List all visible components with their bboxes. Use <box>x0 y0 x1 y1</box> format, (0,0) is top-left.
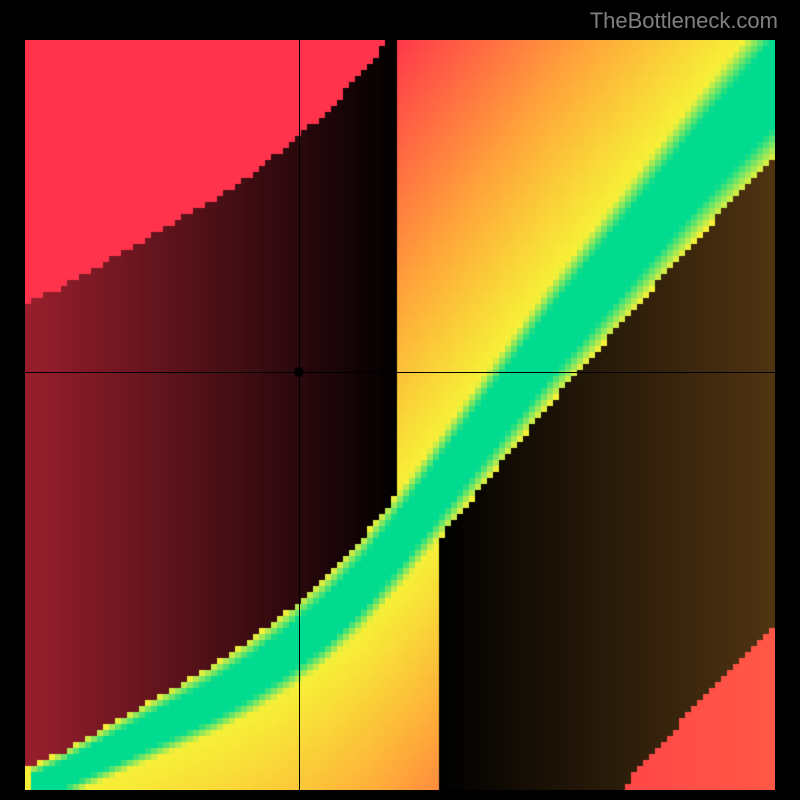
crosshair-horizontal <box>25 372 775 373</box>
plot-area <box>25 40 775 790</box>
marker-point <box>294 367 304 377</box>
crosshair-vertical <box>299 40 300 790</box>
chart-container: TheBottleneck.com <box>0 0 800 800</box>
heatmap-canvas <box>25 40 775 790</box>
attribution-label: TheBottleneck.com <box>590 8 778 34</box>
